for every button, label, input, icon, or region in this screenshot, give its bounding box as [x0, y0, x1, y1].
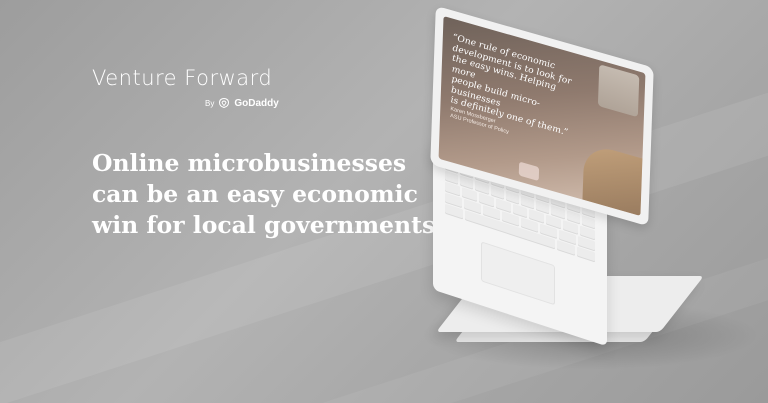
trackpad [481, 241, 555, 305]
photo-person [582, 142, 642, 216]
photo-plant [598, 64, 639, 117]
photo-cup [519, 162, 539, 182]
